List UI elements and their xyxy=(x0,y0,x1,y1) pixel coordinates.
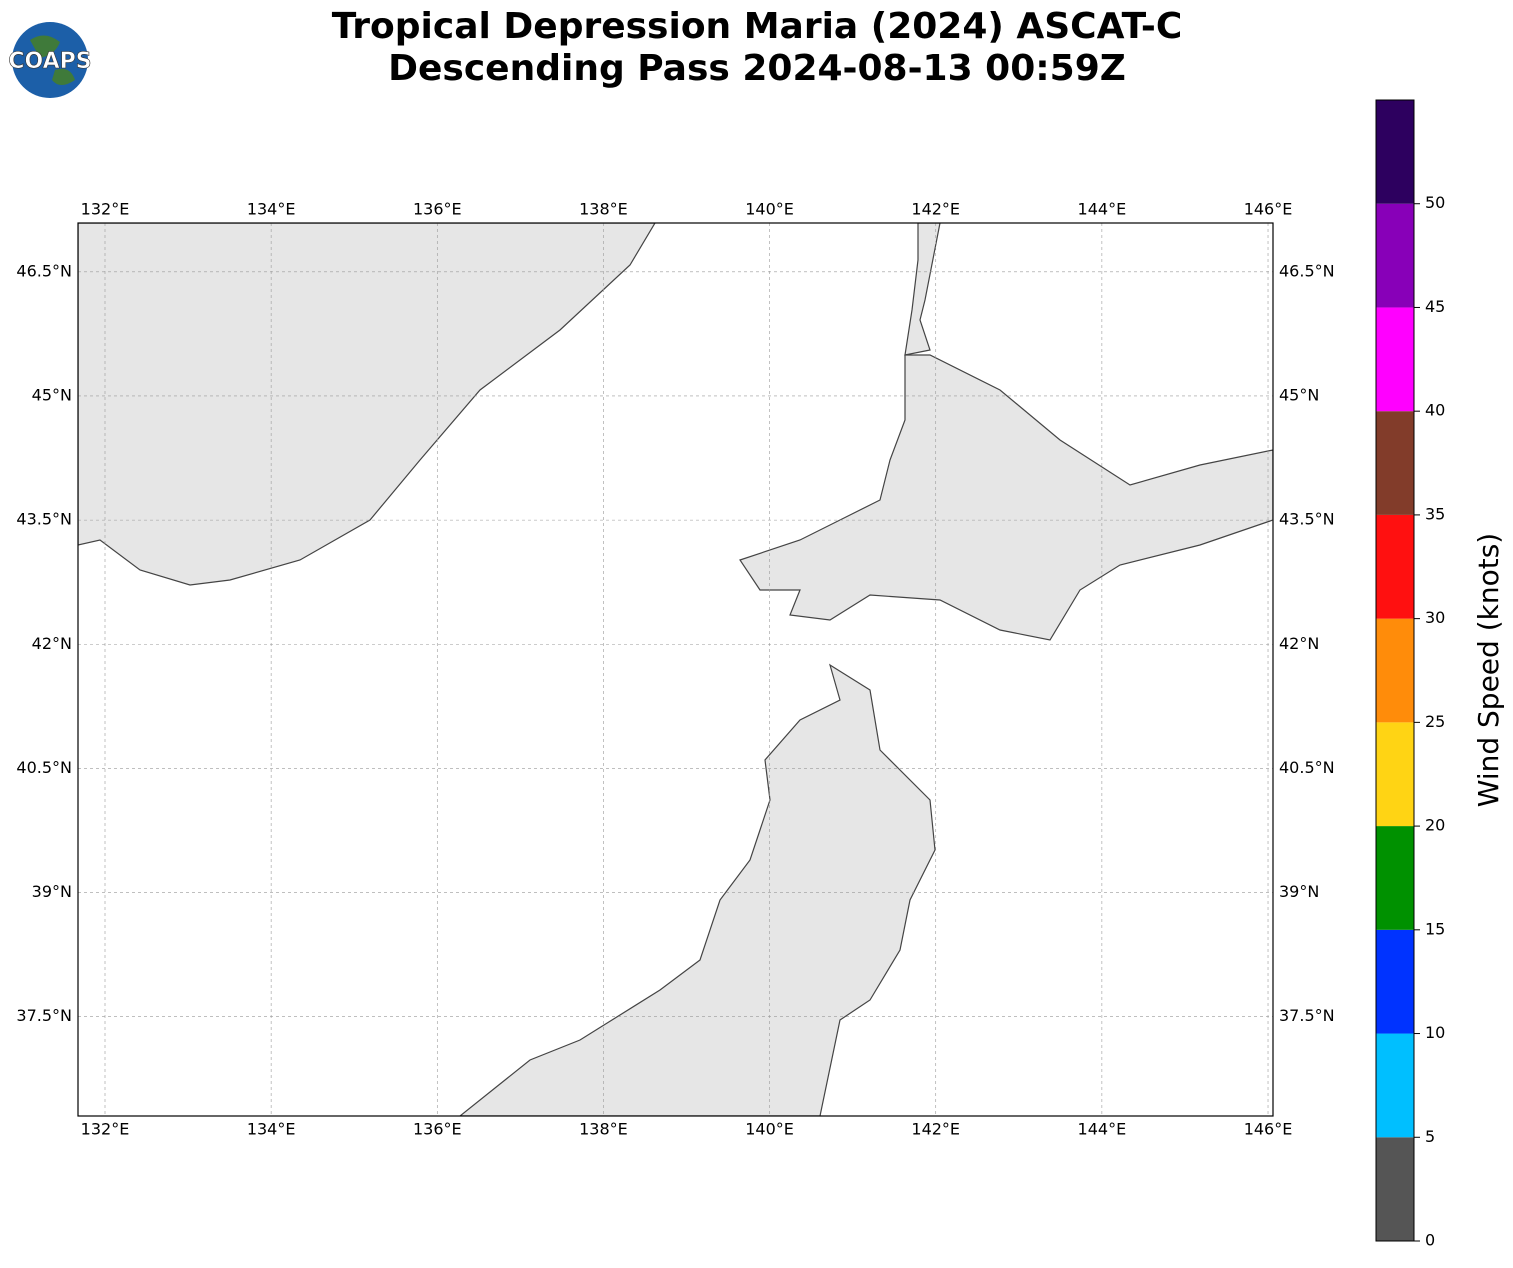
y-tick-label: 40.5°N xyxy=(16,758,72,777)
y-tick-label: 46.5°N xyxy=(1279,261,1335,280)
colorbar-tick-label: 10 xyxy=(1425,1023,1445,1042)
colorbar-segment xyxy=(1376,722,1414,827)
y-tick-label: 45°N xyxy=(32,385,72,404)
colorbar-segment xyxy=(1376,203,1414,308)
y-tick-label: 39°N xyxy=(1279,882,1319,901)
x-tick-label: 138°E xyxy=(579,200,628,219)
colorbar-tick-label: 0 xyxy=(1425,1231,1435,1250)
x-tick-label: 144°E xyxy=(1078,1120,1127,1139)
logo-land xyxy=(30,35,75,85)
colorbar-tick-label: 45 xyxy=(1425,297,1445,316)
y-tick-label: 45°N xyxy=(1279,385,1319,404)
colorbar-segment xyxy=(1376,307,1414,412)
y-tick-label: 43.5°N xyxy=(16,510,72,529)
y-tick-label: 39°N xyxy=(32,882,72,901)
colorbar-tick-label: 20 xyxy=(1425,816,1445,835)
colorbar-tick-label: 30 xyxy=(1425,608,1445,627)
colorbar: 0 5 10 15 20 25 30 35 40 45 50 xyxy=(1375,99,1445,1250)
colorbar-segment xyxy=(1376,100,1414,204)
chart-subtitle: Descending Pass 2024-08-13 00:59Z xyxy=(388,48,1126,89)
map-frame xyxy=(77,222,1274,1117)
y-tick-label: 42°N xyxy=(1279,634,1319,653)
asia-coast xyxy=(78,223,656,586)
honshu-coast xyxy=(459,663,936,1116)
x-tick-label: 134°E xyxy=(247,1120,296,1139)
hokkaido-coast xyxy=(739,354,1273,641)
colorbar-tick-label: 50 xyxy=(1425,193,1445,212)
x-tick-label: 146°E xyxy=(1244,200,1293,219)
basemap xyxy=(78,223,1273,1116)
colorbar-tick-label: 40 xyxy=(1425,401,1445,420)
x-tick-label: 136°E xyxy=(413,200,462,219)
colorbar-segment xyxy=(1376,929,1414,1034)
colorbar-segment xyxy=(1376,411,1414,515)
y-tick-label: 43.5°N xyxy=(1279,510,1335,529)
chart-title: Tropical Depression Maria (2024) ASCAT-C xyxy=(332,6,1183,47)
colorbar-segment xyxy=(1376,826,1414,930)
colorbar-tick-label: 25 xyxy=(1425,712,1445,731)
x-tick-label: 140°E xyxy=(745,200,794,219)
y-tick-label: 37.5°N xyxy=(16,1006,72,1025)
x-tick-label: 132°E xyxy=(81,200,130,219)
y-tick-label: 37.5°N xyxy=(1279,1006,1335,1025)
colorbar-tick-label: 35 xyxy=(1425,504,1445,523)
logo-text: COAPS xyxy=(8,49,91,74)
colorbar-segment xyxy=(1376,1137,1414,1241)
grid xyxy=(78,223,1273,1116)
x-tick-label: 134°E xyxy=(247,200,296,219)
colorbar-segment xyxy=(1376,514,1414,619)
x-tick-label: 142°E xyxy=(911,200,960,219)
colorbar-tick-label: 15 xyxy=(1425,919,1445,938)
colorbar-segment xyxy=(1376,1033,1414,1138)
colorbar-label: Wind Speed (knots) xyxy=(1472,533,1505,807)
colorbar-segment xyxy=(1376,618,1414,723)
x-tick-label: 136°E xyxy=(413,1120,462,1139)
x-tick-label: 144°E xyxy=(1078,200,1127,219)
sakhalin-coast xyxy=(904,223,941,356)
x-tick-label: 132°E xyxy=(81,1120,130,1139)
x-tick-label: 142°E xyxy=(911,1120,960,1139)
x-tick-label: 140°E xyxy=(745,1120,794,1139)
x-tick-label: 138°E xyxy=(579,1120,628,1139)
y-tick-label: 46.5°N xyxy=(16,261,72,280)
x-tick-label: 146°E xyxy=(1244,1120,1293,1139)
colorbar-tick-label: 5 xyxy=(1425,1127,1435,1146)
y-tick-label: 40.5°N xyxy=(1279,758,1335,777)
logo: COAPS xyxy=(8,22,92,98)
colorbar-frame xyxy=(1375,99,1415,1242)
y-tick-label: 42°N xyxy=(32,634,72,653)
